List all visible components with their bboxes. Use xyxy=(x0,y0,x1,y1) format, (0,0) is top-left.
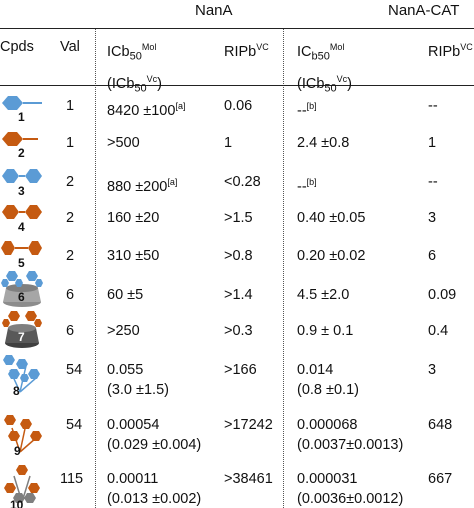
table-row-8-rip2: 3 xyxy=(428,362,437,378)
table-row-4-ic: 160 ±20 xyxy=(107,210,160,226)
table-row-3-ic: 880 ±200[a] xyxy=(107,177,178,195)
compound-4-structure: 4 xyxy=(0,200,44,236)
table-row-6-rip2: 0.09 xyxy=(428,287,457,303)
table-row-6-val: 6 xyxy=(66,287,75,303)
orange-dendrimer-icon xyxy=(4,415,42,453)
table-row-6-ic2: 4.5 ±2.0 xyxy=(297,287,350,303)
table-row-8-ic2: 0.014 (0.8 ±0.1) xyxy=(297,362,359,398)
header-rule xyxy=(0,85,474,86)
compound-8-structure: 8 xyxy=(0,352,44,400)
header-ripb-nana: RIPbVC xyxy=(224,42,269,60)
table-row-3-ic2: --[b] xyxy=(297,177,317,195)
table-row-5-ic2: 0.20 ±0.02 xyxy=(297,248,366,264)
table-row-9-ic: 0.00054 (0.029 ±0.004) xyxy=(107,417,202,453)
table-row-8-ic: 0.055 (3.0 ±1.5) xyxy=(107,362,169,398)
table-row-7-rip: >0.3 xyxy=(224,323,253,339)
table-row-9-ic2: 0.000068 (0.0037±0.0013) xyxy=(297,417,404,453)
table-row-4-ic2: 0.40 ±0.05 xyxy=(297,210,366,226)
table-row-10-rip: >38461 xyxy=(224,471,273,487)
table-row-7-ic: >250 xyxy=(107,323,140,339)
compound-2-structure: 2 xyxy=(0,128,44,162)
table-row-6-rip: >1.4 xyxy=(224,287,253,303)
orange-gray-dendrimer-icon xyxy=(4,465,40,503)
table-row-5-ic: 310 ±50 xyxy=(107,248,160,264)
table-row-5-rip2: 6 xyxy=(428,248,437,264)
blue-hexagon-icon xyxy=(2,96,42,110)
table-row-1-ic: 8420 ±100[a] xyxy=(107,101,186,119)
table-row-4-val: 2 xyxy=(66,210,75,226)
table-row-3-rip: <0.28 xyxy=(224,174,261,190)
table-row-4-rip2: 3 xyxy=(428,210,437,226)
table-row-5-val: 2 xyxy=(66,248,75,264)
group-title-nana: NanA xyxy=(195,2,233,19)
orange-cyclodextrin-icon xyxy=(2,311,42,348)
table-row-1-val: 1 xyxy=(66,98,75,114)
table-row-8-val: 54 xyxy=(66,362,83,378)
table-row-7-rip2: 0.4 xyxy=(428,323,449,339)
table-row-4-rip: >1.5 xyxy=(224,210,253,226)
table-row-6-ic: 60 ±5 xyxy=(107,287,144,303)
table-row-7-ic2: 0.9 ± 0.1 xyxy=(297,323,354,339)
table-row-9-val: 54 xyxy=(66,417,83,433)
orange-bis-hexagon-icon xyxy=(2,205,42,219)
compound-9-structure: 9 xyxy=(0,408,44,460)
table-row-2-ic: >500 xyxy=(107,135,140,151)
header-ripb-nana-cat: RIPbVC xyxy=(428,42,473,60)
column-divider xyxy=(95,28,96,508)
table-row-3-rip2: -- xyxy=(428,174,438,190)
blue-dendrimer-icon xyxy=(3,355,40,393)
orange-linked-hexagon-icon xyxy=(1,241,42,255)
table-row-10-ic: 0.00011 (0.013 ±0.002) xyxy=(107,471,202,507)
table-row-10-rip2: 667 xyxy=(428,471,453,487)
table-row-9-rip: >17242 xyxy=(224,417,273,433)
header-ic50-nana: ICb50Mol (ICb50Vc) xyxy=(107,42,163,95)
table-row-1-rip2: -- xyxy=(428,98,438,114)
table-row-10-ic2: 0.000031 (0.0036±0.0012) xyxy=(297,471,404,507)
table-row-3-val: 2 xyxy=(66,174,75,190)
table-row-2-ic2: 2.4 ±0.8 xyxy=(297,135,350,151)
table-row-8-rip: >166 xyxy=(224,362,257,378)
table-row-2-rip2: 1 xyxy=(428,135,437,151)
table-row-9-rip2: 648 xyxy=(428,417,453,433)
group-title-nana-cat: NanA-CAT xyxy=(388,2,460,19)
compound-7-structure: 7 xyxy=(0,308,44,350)
header-val: Val xyxy=(60,39,80,55)
compound-1-structure: 1 xyxy=(0,92,44,126)
orange-hexagon-icon xyxy=(2,132,38,146)
table-row-1-rip: 0.06 xyxy=(224,98,253,114)
table-row-2-val: 1 xyxy=(66,135,75,151)
table-row-1-ic2: --[b] xyxy=(297,101,317,119)
table-row-10-val: 115 xyxy=(60,471,84,487)
top-rule xyxy=(0,28,474,29)
header-ic50-nana-cat: ICb50Mol (ICb50Vc) xyxy=(297,42,353,95)
column-divider xyxy=(283,28,284,508)
table-row-2-rip: 1 xyxy=(224,135,233,151)
compound-5-structure: 5 xyxy=(0,236,44,272)
header-cpds: Cpds xyxy=(0,39,34,55)
compound-10-structure: 10 xyxy=(0,462,44,508)
compound-3-structure: 3 xyxy=(0,163,44,199)
blue-cyclodextrin-icon xyxy=(1,271,43,307)
blue-bis-hexagon-icon xyxy=(2,169,42,183)
table-row-5-rip: >0.8 xyxy=(224,248,253,264)
table-row-7-val: 6 xyxy=(66,323,75,339)
compound-6-structure: 6 xyxy=(0,268,44,308)
